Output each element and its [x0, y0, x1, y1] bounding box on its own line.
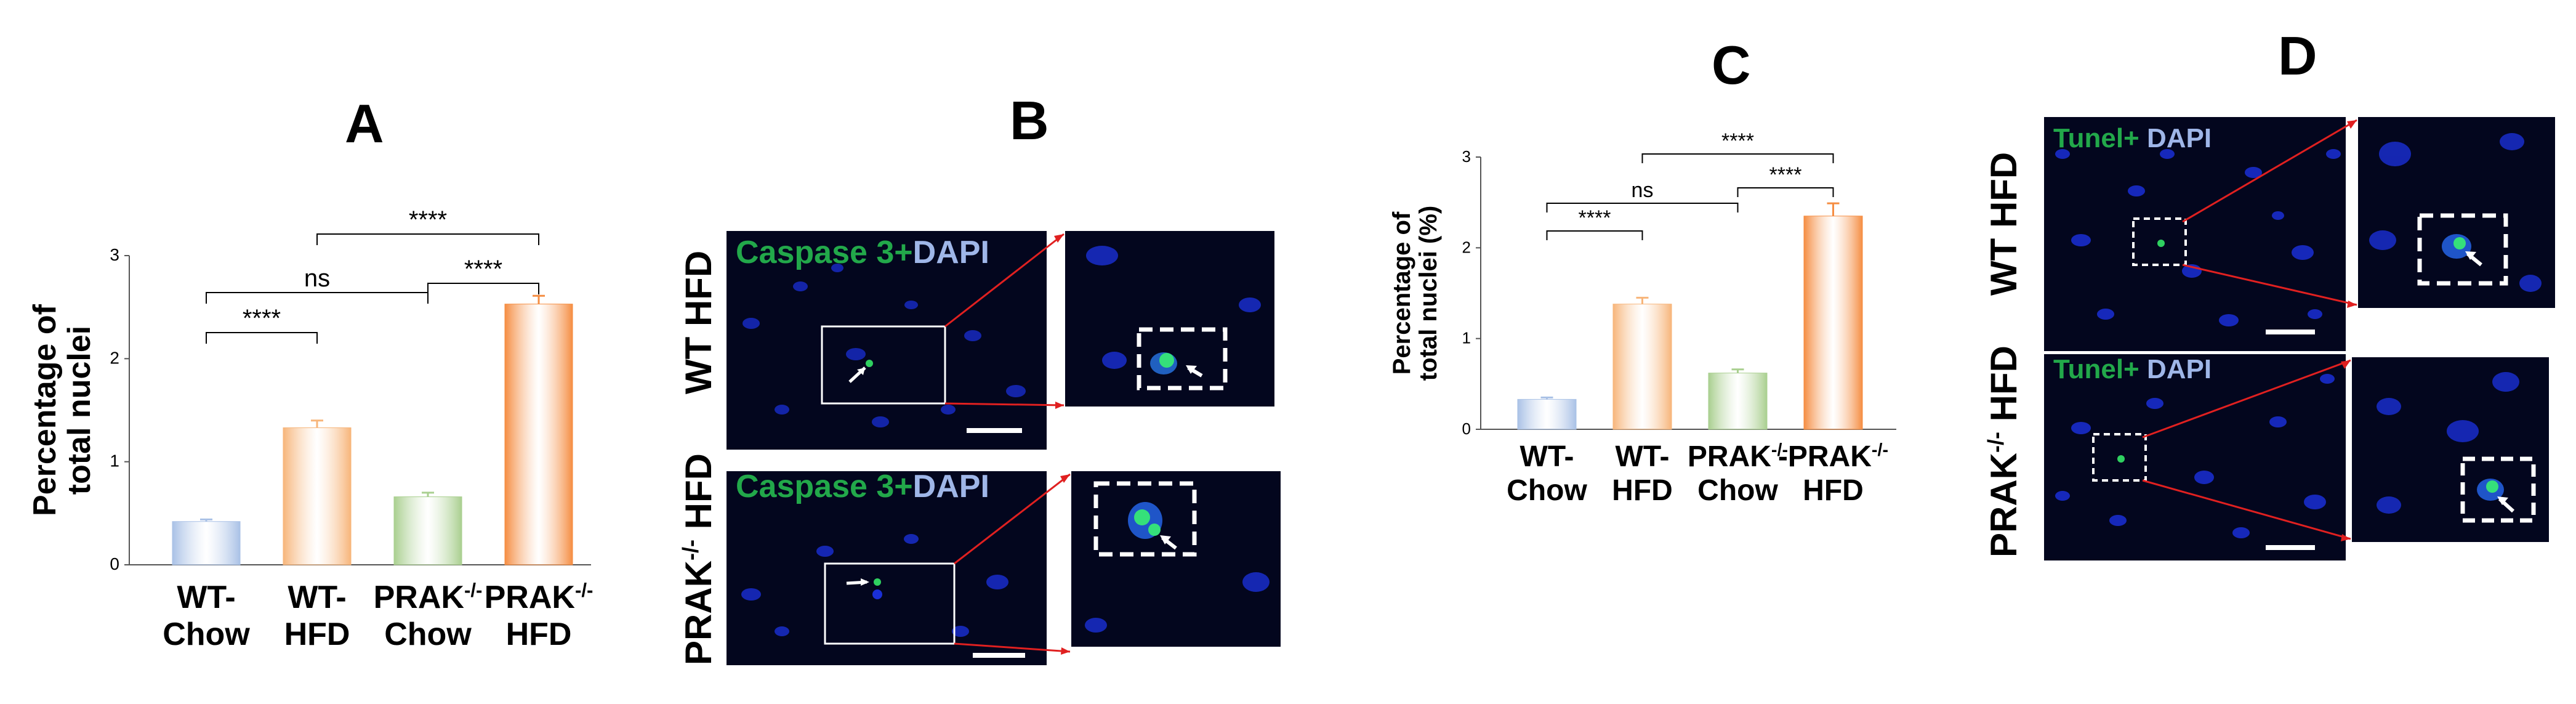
- x-tick-label: PRAK-/-Chow: [1688, 440, 1788, 507]
- bar: [172, 521, 241, 565]
- micrograph-b-prak: Caspase 3+DAPI: [727, 471, 1047, 665]
- significance-label: ****: [409, 206, 447, 233]
- y-tick-label: 1: [1462, 329, 1471, 347]
- significance-bracket: [1737, 187, 1834, 197]
- significance-label: ****: [464, 256, 502, 283]
- significance-bracket: [427, 283, 539, 294]
- x-tick-label: WT-Chow: [1507, 440, 1587, 507]
- significance-bracket: [1546, 230, 1643, 240]
- significance-label: ****: [1769, 163, 1802, 187]
- stain-label-d-prak: Tunel+ DAPI: [2053, 354, 2212, 384]
- significance-label: ****: [1579, 206, 1611, 230]
- stain-label-b-wt: Caspase 3+DAPI: [736, 235, 989, 270]
- bar: [1803, 216, 1863, 430]
- significance-label: ****: [1721, 129, 1754, 153]
- bar: [1517, 399, 1577, 430]
- x-tick-label: -PRAK-/-HFD: [1778, 440, 1888, 507]
- y-tick-label: 3: [110, 245, 119, 264]
- y-axis-label: Percentage oftotal nuclei (%): [1388, 206, 1442, 381]
- significance-bracket: [1546, 203, 1739, 212]
- micrograph-b-wt: Caspase 3+DAPI: [727, 231, 1047, 450]
- micrograph-d-prak: Tunel+ DAPI: [2044, 354, 2346, 560]
- significance-bracket: [316, 233, 539, 245]
- micrograph-b-wt-zoom: [1065, 231, 1274, 407]
- stain-label-b-prak: Caspase 3+DAPI: [736, 471, 989, 504]
- significance-label: ns: [1632, 179, 1654, 202]
- stain-label-d-wt: Tunel+ DAPI: [2053, 123, 2212, 153]
- x-tick-label: PRAK-/-HFD: [485, 580, 594, 652]
- y-tick-label: 2: [1462, 238, 1471, 256]
- y-tick-label: 1: [110, 451, 119, 471]
- significance-label: ns: [304, 265, 330, 292]
- significance-label: ****: [243, 305, 281, 332]
- panel-letter-a: A: [345, 93, 384, 154]
- significance-bracket: [206, 332, 318, 344]
- micrograph-d-prak-zoom: [2352, 357, 2549, 542]
- significance-bracket: [1641, 153, 1834, 163]
- chart-c: 0 1 2 3 Percentage oftotal nuclei (%) WT-Chow…: [1388, 129, 1896, 507]
- micrograph-d-wt-zoom: [2358, 117, 2555, 308]
- y-tick-label: 0: [1462, 419, 1471, 438]
- significance-bracket: [206, 292, 429, 304]
- y-axis-label: Percentage oftotal nuclei: [27, 304, 97, 516]
- y-tick-label: 0: [110, 554, 119, 573]
- bar: [1612, 304, 1672, 430]
- micrograph-b-prak-zoom: [1071, 471, 1281, 647]
- chart-a: 0 1 2 3 Percentage oftotal nuclei WT-Chow WT-H…: [27, 206, 594, 652]
- y-tick-label: 2: [110, 348, 119, 367]
- y-tick-label: 3: [1462, 147, 1471, 166]
- x-tick-label: PRAK-/-Chow: [374, 580, 483, 652]
- bar: [1708, 373, 1768, 430]
- bar: [393, 496, 462, 565]
- panel-letter-d: D: [2278, 25, 2317, 86]
- panel-letter-b: B: [1010, 90, 1049, 151]
- x-tick-label: WT-HFD: [1612, 440, 1673, 507]
- x-tick-label: WT-HFD: [284, 580, 350, 652]
- x-tick-label: WT-Chow: [163, 580, 250, 652]
- panel-letter-c: C: [1712, 34, 1751, 95]
